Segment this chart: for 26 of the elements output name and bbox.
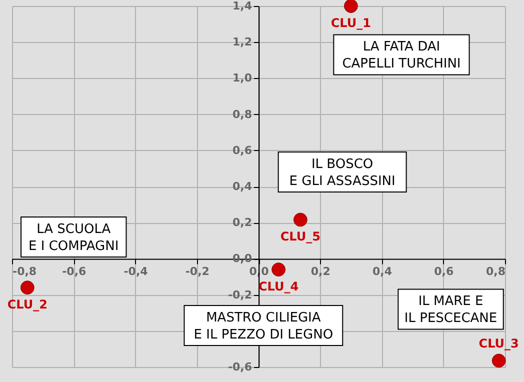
x-tick-label: 0,4: [372, 265, 392, 278]
x-tick-label: 0,8: [486, 265, 506, 278]
annotation: CLU_2: [7, 298, 48, 312]
annotation: MASTRO CILIEGIA E IL PEZZO DI LEGNO: [194, 310, 334, 342]
x-tick-label: -0,6: [62, 265, 86, 278]
annotation: CLU_5: [280, 230, 320, 244]
y-tick-label: 0,6: [232, 144, 252, 157]
x-tick-label: -0,8: [12, 265, 37, 278]
y-tick-label: 0,2: [232, 216, 252, 230]
x-tick-label: 0,6: [434, 265, 454, 278]
annotation: CLU_1: [330, 16, 371, 30]
y-tick-label: -0,2: [228, 288, 252, 302]
y-tick-label: 1,4: [232, 0, 252, 12]
annotation: LA SCUOLA E I COMPAGNI: [28, 222, 119, 254]
y-tick-label: -0,6: [228, 360, 252, 374]
annotation: CLU_3: [478, 336, 519, 351]
y-tick-label: 1,2: [232, 36, 252, 49]
x-tick-label: 0,2: [310, 265, 330, 278]
annotation: LA FATA DAI CAPELLI TURCHINI: [342, 40, 461, 72]
x-tick-label: -0,2: [185, 265, 210, 278]
annotation: IL MARE E IL PESCECANE: [404, 294, 498, 326]
x-tick-label: -0,4: [124, 265, 148, 278]
y-tick-label: 0,8: [232, 108, 252, 121]
annotation: IL BOSCO E GLI ASSASSINI: [289, 157, 396, 190]
y-tick-label: 1,0: [232, 72, 252, 85]
y-tick-label: 0,4: [232, 180, 252, 193]
